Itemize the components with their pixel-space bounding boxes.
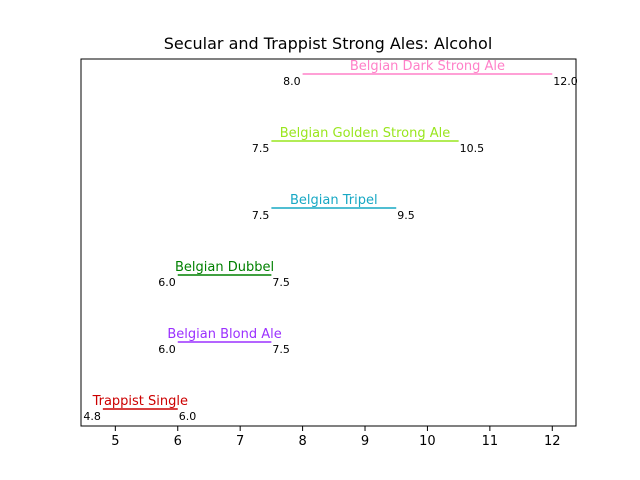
x-tick-label: 10	[419, 434, 436, 449]
range-name-label: Belgian Dubbel	[175, 260, 274, 275]
range-min-label: 6.0	[158, 276, 176, 289]
range-name-label: Belgian Golden Strong Ale	[280, 126, 450, 141]
range-max-label: 10.5	[460, 142, 485, 155]
x-tick-label: 6	[174, 434, 182, 449]
x-tick-label: 12	[544, 434, 561, 449]
range-name-label: Belgian Blond Ale	[167, 327, 281, 342]
chart-title: Secular and Trappist Strong Ales: Alcoho…	[164, 34, 493, 53]
range-name-label: Belgian Dark Strong Ale	[350, 59, 505, 74]
x-tick-label: 7	[236, 434, 244, 449]
plot-frame	[80, 58, 577, 427]
range-max-label: 9.5	[397, 209, 415, 222]
range-min-label: 6.0	[158, 343, 176, 356]
range-min-label: 4.8	[83, 410, 101, 423]
range-max-label: 7.5	[272, 343, 290, 356]
range-min-label: 8.0	[283, 75, 301, 88]
x-tick-label: 8	[298, 434, 306, 449]
x-tick-label: 5	[111, 434, 119, 449]
x-tick-label: 11	[482, 434, 499, 449]
x-tick-label: 9	[361, 434, 369, 449]
range-name-label: Trappist Single	[92, 394, 188, 409]
range-name-label: Belgian Tripel	[290, 193, 378, 208]
range-min-label: 7.5	[252, 209, 270, 222]
range-max-label: 6.0	[179, 410, 197, 423]
range-max-label: 7.5	[272, 276, 290, 289]
range-min-label: 7.5	[252, 142, 270, 155]
range-max-label: 12.0	[553, 75, 578, 88]
x-axis: 5 6 7 8 9 10 11 12	[111, 426, 561, 449]
